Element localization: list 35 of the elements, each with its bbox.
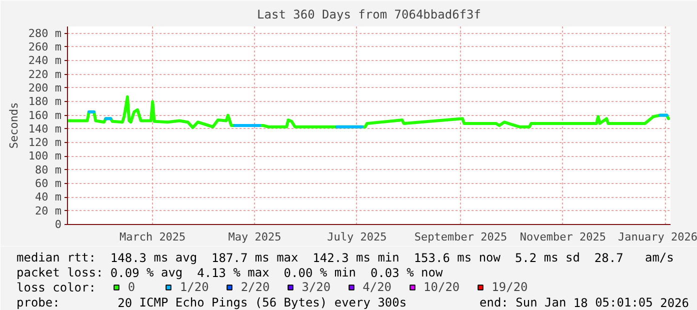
- y-tick-label: 140 m: [28, 122, 62, 136]
- legend-label: 3/20: [302, 280, 331, 294]
- y-tick-label: 80 m: [35, 163, 62, 176]
- x-tick-label: July 2025: [327, 230, 387, 244]
- y-tick-label: 0: [54, 218, 62, 231]
- x-tick-label: May 2025: [228, 230, 282, 244]
- legend-title: loss color:: [16, 280, 96, 294]
- text: probe: 20 ICMP Echo Pings (56 Bytes) every 300s: [16, 296, 407, 310]
- y-tick-label: 60 m: [35, 177, 62, 190]
- text: end: Sun Jan 18 05:01:05 2026: [480, 296, 690, 310]
- x-tick-label: January 2026: [618, 230, 697, 244]
- x-tick-label: September 2025: [414, 230, 508, 244]
- chart-title: Last 360 Days from 7064bbad6f3f: [257, 8, 481, 22]
- y-tick-label: 120 m: [28, 136, 62, 150]
- y-tick-label: 280 m: [28, 26, 62, 40]
- y-tick-label: 260 m: [28, 40, 62, 54]
- y-axis-title: Seconds: [7, 102, 20, 149]
- y-tick-label: 200 m: [28, 81, 62, 94]
- text: packet loss: 0.09 % avg 4.13 % max 0.00 % min 0.03 % now: [16, 266, 443, 280]
- y-tick-label: 20 m: [35, 204, 62, 218]
- x-tick-label: November 2025: [520, 230, 606, 244]
- y-tick-label: 220 m: [28, 68, 62, 81]
- y-tick-label: 100 m: [28, 150, 62, 163]
- y-tick-label: 240 m: [28, 54, 62, 68]
- x-tick-label: March 2025: [119, 230, 186, 244]
- legend-label: 2/20: [240, 280, 270, 294]
- text: median rtt: 148.3 ms avg 187.7 ms max 142.3 ms min 153.6 ms now 5.2 ms sd 28.7 am/s: [16, 250, 674, 265]
- legend-label: 4/20: [362, 280, 392, 294]
- y-tick-label: 160 m: [28, 108, 62, 122]
- y-tick-label: 180 m: [28, 95, 62, 108]
- legend-label: 19/20: [492, 280, 528, 294]
- y-tick-label: 40 m: [35, 190, 62, 204]
- legend-label: 10/20: [424, 280, 460, 294]
- legend-label: 0: [128, 280, 136, 294]
- legend-label: 1/20: [180, 280, 209, 294]
